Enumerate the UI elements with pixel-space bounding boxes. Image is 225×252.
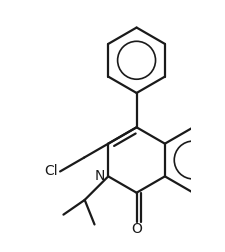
Text: Cl: Cl bbox=[44, 165, 58, 178]
Text: O: O bbox=[131, 222, 142, 236]
Text: N: N bbox=[95, 169, 105, 183]
